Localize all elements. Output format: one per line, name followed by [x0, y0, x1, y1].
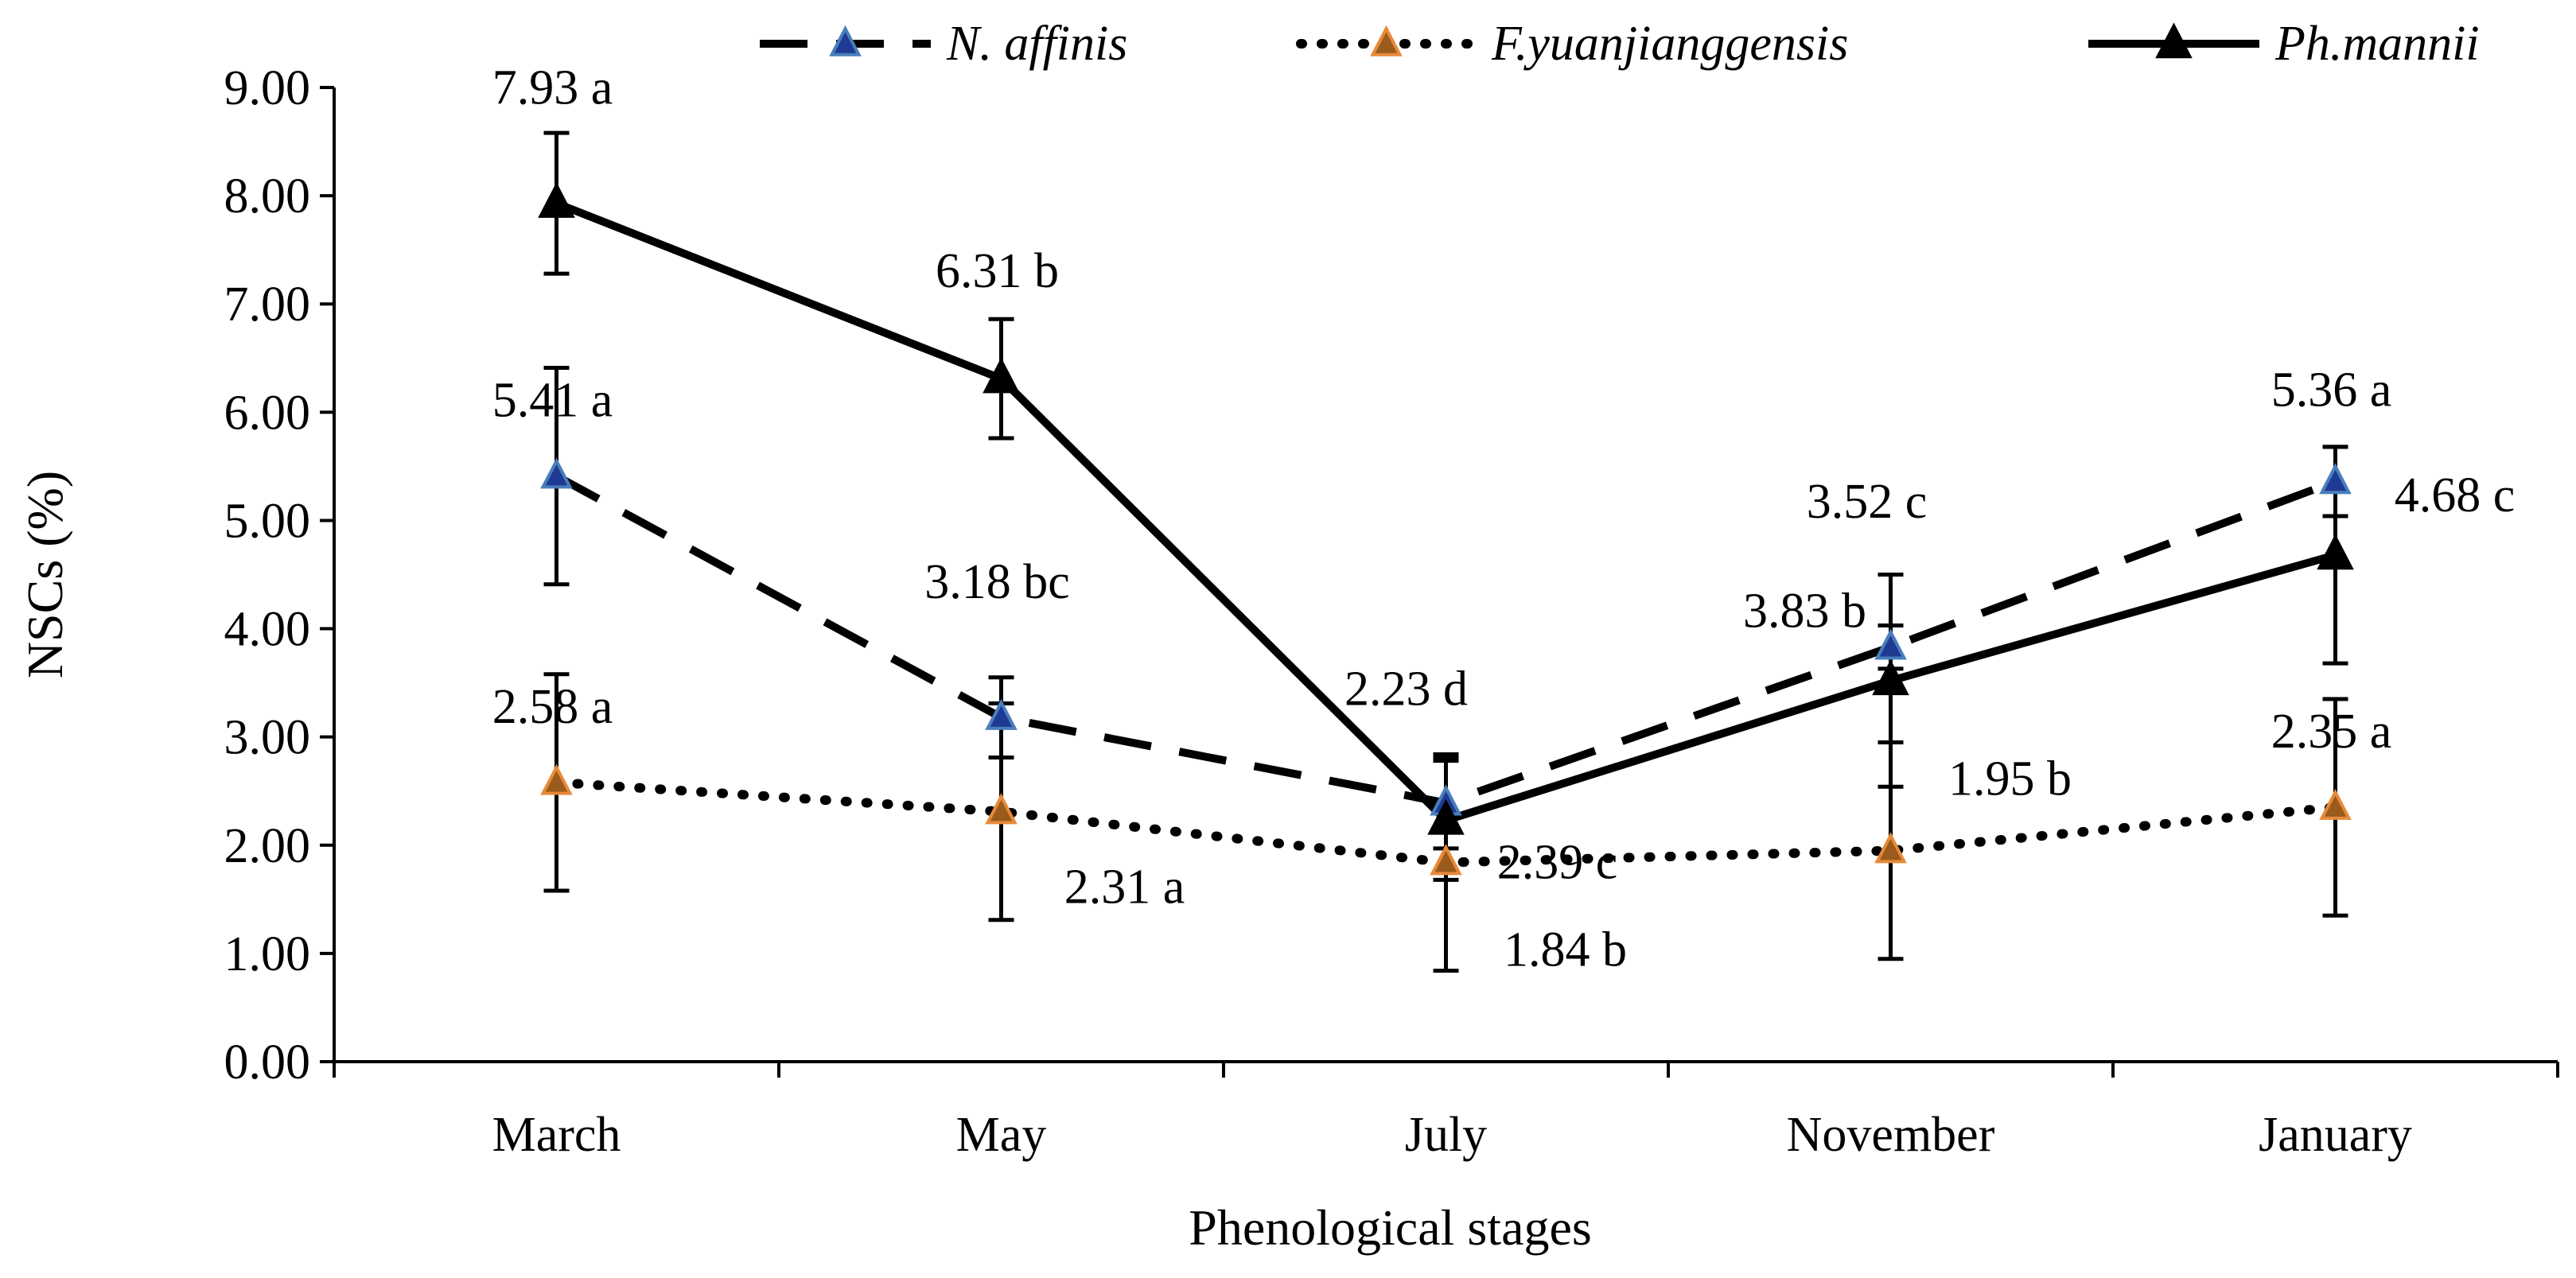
data-label: 2.58 a	[492, 680, 613, 734]
data-label: 2.31 a	[1064, 860, 1185, 915]
data-point-marker	[1430, 844, 1462, 876]
data-label: 4.68 c	[2395, 468, 2516, 522]
data-label: 2.23 d	[1344, 662, 1468, 716]
y-axis-title: NSCs (%)	[17, 471, 73, 678]
data-label: 7.93 a	[492, 61, 613, 115]
data-label: 2.35 a	[2271, 705, 2392, 759]
y-tick-label: 8.00	[224, 169, 311, 223]
data-point-marker	[1872, 659, 1909, 696]
x-axis-title: Phenological stages	[1189, 1199, 1592, 1256]
data-labels-group: 5.41 a 3.18 bc 2.39 c 3.83 b 5.36 a 2.58 a 2.3…	[492, 61, 2516, 977]
legend-label: N. affinis	[946, 17, 1127, 71]
x-tick-label: July	[1405, 1108, 1487, 1162]
series-line-2	[555, 199, 2337, 825]
y-tick-label: 3.00	[224, 711, 311, 765]
data-point-marker	[985, 793, 1018, 825]
data-label: 3.52 c	[1807, 475, 1928, 529]
x-tick-label: January	[2259, 1108, 2412, 1162]
legend-marker	[1370, 25, 1403, 56]
legend-label: Ph.mannii	[2274, 17, 2480, 71]
axes-group: 0.00 1.00 2.00 3.00 4.00 5.00 6.00 7.00 8.00 9.00…	[17, 61, 2559, 1256]
data-label: 1.95 b	[1948, 752, 2072, 806]
data-point-marker	[985, 698, 1018, 730]
data-point-marker	[983, 357, 1020, 394]
series-group	[538, 130, 2354, 973]
data-point-marker	[538, 181, 575, 218]
legend-marker	[829, 25, 862, 56]
data-point-marker	[1874, 832, 1907, 864]
x-tick-label: November	[1787, 1108, 1995, 1162]
data-label: 5.36 a	[2271, 363, 2392, 417]
y-tick-label: 1.00	[224, 927, 311, 981]
data-point-marker	[1427, 798, 1465, 835]
y-tick-label: 7.00	[224, 278, 311, 332]
data-label: 2.39 c	[1497, 836, 1618, 890]
legend-marker	[2155, 22, 2193, 59]
data-label: 5.41 a	[492, 374, 613, 428]
y-tick-label: 2.00	[224, 819, 311, 873]
x-tick-label: May	[956, 1108, 1047, 1162]
data-point-marker	[2319, 788, 2352, 820]
y-tick-label: 9.00	[224, 61, 311, 115]
data-label: 3.83 b	[1743, 585, 1866, 639]
data-point-marker	[2319, 463, 2352, 495]
y-tick-label: 5.00	[224, 494, 311, 548]
y-tick-label: 6.00	[224, 386, 311, 440]
data-point-marker	[540, 457, 573, 489]
legend-label: F.yuanjianggensis	[1491, 17, 1848, 71]
data-label: 6.31 b	[936, 244, 1059, 298]
data-point-marker	[2317, 534, 2354, 570]
y-tick-label: 0.00	[224, 1035, 311, 1090]
data-label: 1.84 b	[1504, 923, 1627, 977]
data-point-marker	[540, 763, 573, 795]
data-label: 3.18 bc	[924, 555, 1070, 609]
legend: N. affinis F.yuanjianggensis Ph.mannii	[760, 17, 2480, 71]
data-point-marker	[1874, 628, 1907, 660]
x-tick-label: March	[492, 1108, 621, 1162]
y-tick-label: 4.00	[224, 603, 311, 657]
